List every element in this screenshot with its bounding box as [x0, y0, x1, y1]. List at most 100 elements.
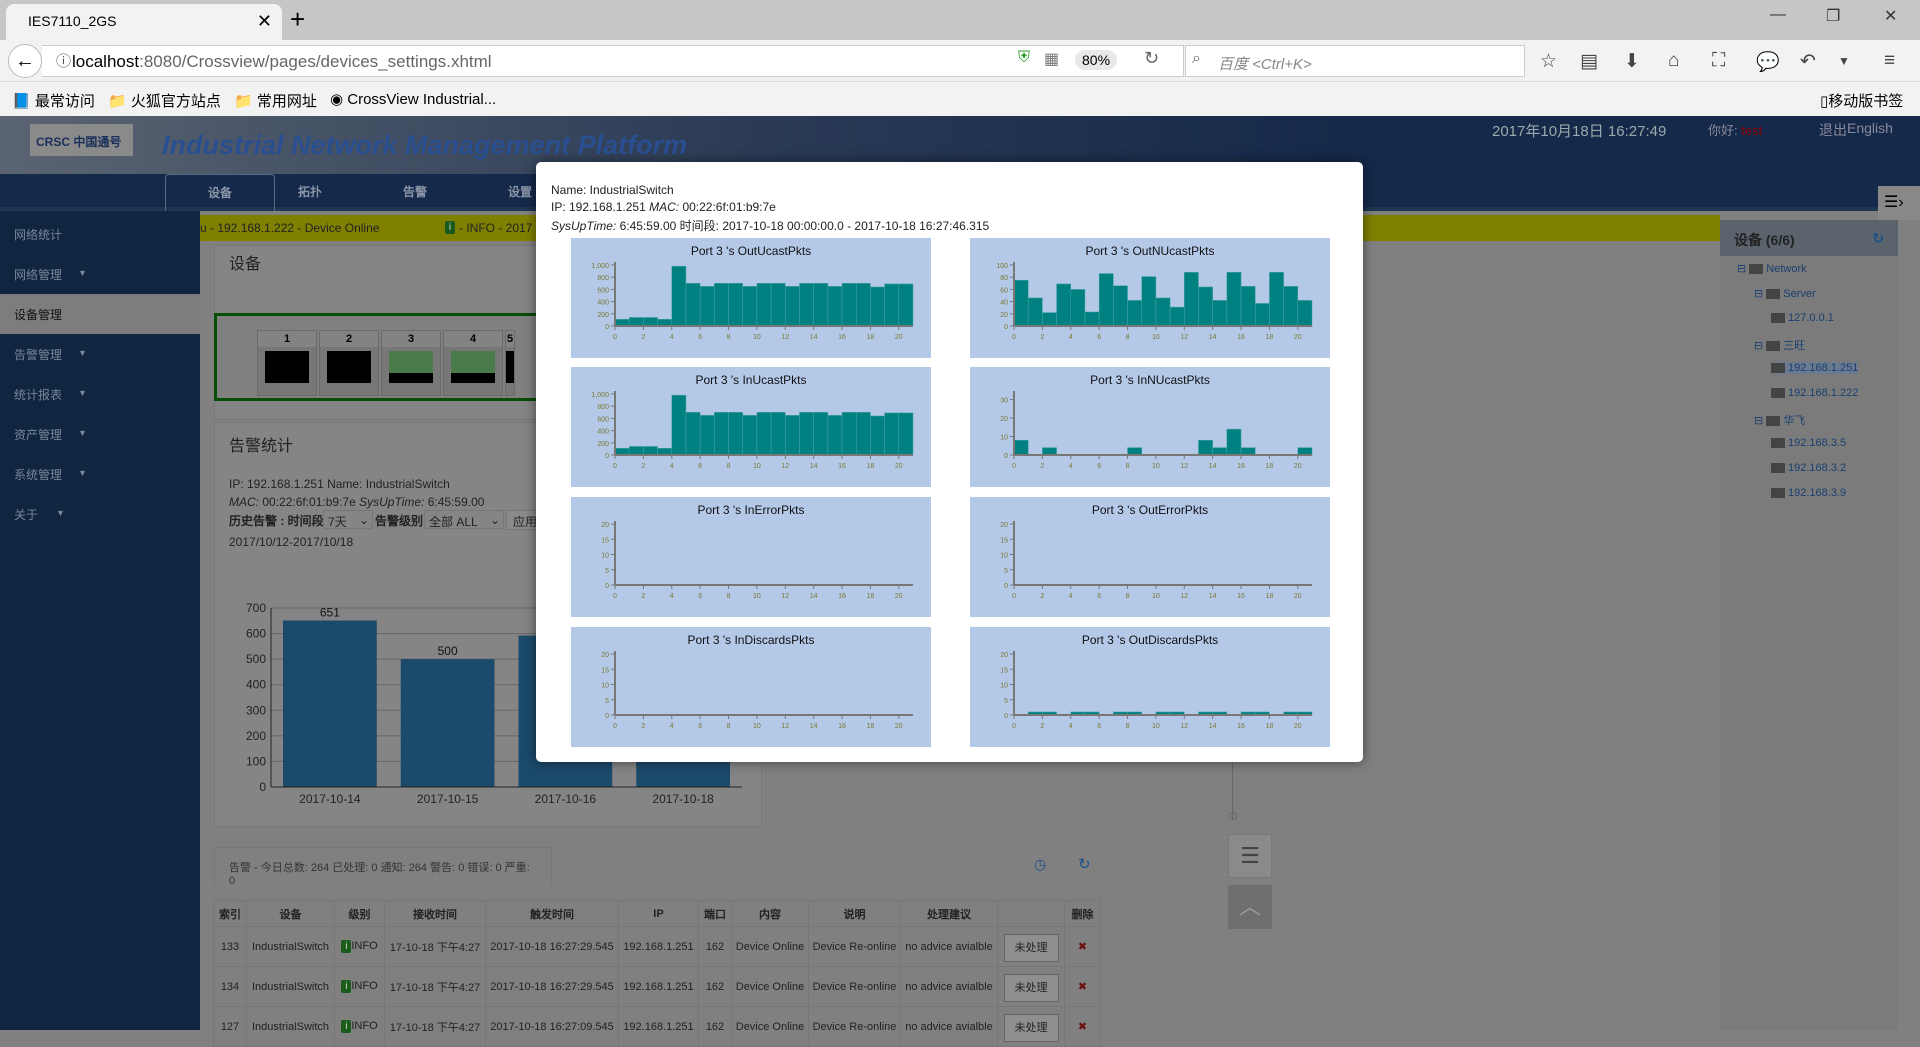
cell-text: Device Online — [735, 980, 805, 993]
menu-icon[interactable]: ≡ — [1884, 50, 1896, 71]
search-input[interactable]: 百度 <Ctrl+K> — [1185, 45, 1525, 77]
clock-icon[interactable]: ◷ — [1034, 856, 1047, 872]
cell-text: Device Re-online — [812, 1020, 897, 1033]
screenshot-icon[interactable]: ⛶ — [1712, 50, 1726, 71]
zoom-level[interactable]: 80% — [1075, 50, 1118, 70]
bar — [685, 412, 701, 456]
sidebar-item[interactable]: 关于 ▼ — [0, 494, 200, 534]
port-2[interactable]: 2 — [319, 330, 379, 396]
bar — [1070, 289, 1086, 327]
logout-link[interactable]: 退出 — [1819, 122, 1847, 138]
sidebar-item[interactable]: 网络统计 — [0, 214, 200, 254]
nav-devices[interactable]: 设备 — [165, 174, 275, 211]
port-number: 5 — [506, 331, 514, 347]
dropdown-icon[interactable]: ▼ — [1838, 54, 1850, 68]
sidebar: 网络统计 网络管理 ▼ 设备管理 告警管理 ▼ 统计报表 ▼ 资产管理 ▼ 系统管理 ▼ 关于 ▼ — [0, 211, 200, 1030]
bookmark-label: 最常访问 — [34, 93, 95, 110]
port-3[interactable]: 3 — [381, 330, 441, 396]
refresh-icon[interactable]: ↻ — [1872, 230, 1884, 246]
tree-node[interactable]: 192.168.3.9 — [1771, 487, 1846, 499]
sidebar-item[interactable]: 设备管理 — [0, 294, 200, 334]
close-tab-icon[interactable]: ✕ — [256, 11, 272, 31]
chart-title: Port 3 's InNUcastPkts — [1090, 373, 1210, 387]
port-5[interactable]: 5 — [505, 330, 515, 396]
nav-alarms[interactable]: 告警 — [402, 185, 427, 199]
tree-node[interactable]: 192.168.3.5 — [1771, 437, 1846, 449]
delete-icon[interactable]: ✖ — [1077, 981, 1088, 993]
list-icon[interactable]: ☰ — [1228, 834, 1272, 878]
tree-node[interactable]: 192.168.1.222 — [1771, 387, 1858, 399]
panel-toggle-icon[interactable]: ☰› — [1878, 186, 1920, 220]
tree-node[interactable]: ⊟ 华飞 — [1754, 412, 1805, 428]
mobile-bookmarks[interactable]: ▯移动版书签 — [1820, 93, 1904, 110]
history-label: 历史告警 : 时间段 — [229, 514, 324, 528]
x-tick-label: 0 — [1012, 593, 1016, 600]
bookmark-most-visited[interactable]: 📘 最常访问 — [12, 93, 95, 110]
delete-icon[interactable]: ✖ — [1077, 941, 1088, 953]
app-title: Industrial Network Management Platform — [162, 130, 688, 160]
refresh-icon[interactable]: ↻ — [1078, 856, 1091, 873]
unprocessed-button[interactable]: 未处理 — [1003, 973, 1059, 1002]
tree-node[interactable]: 127.0.0.1 — [1771, 312, 1834, 324]
nav-topology[interactable]: 拓扑 — [297, 185, 322, 199]
bar — [841, 283, 857, 327]
sidebar-item-label: 告警管理 — [14, 348, 63, 362]
tree-node[interactable]: ⊟ 三旺 — [1754, 337, 1805, 353]
tree-node-label: 192.168.1.222 — [1788, 387, 1859, 399]
column-header — [997, 900, 1065, 927]
language-link[interactable]: English — [1847, 120, 1893, 136]
ticker-text: u - 192.168.1.222 - Device Online — [200, 221, 380, 235]
chat-icon[interactable]: 💬 — [1756, 52, 1780, 73]
nav-settings[interactable]: 设置 — [507, 185, 532, 199]
tree-node[interactable]: ⊟ Server — [1754, 287, 1816, 300]
shield-icon[interactable]: ⛨ — [1018, 49, 1031, 66]
reload-icon[interactable]: ↻ — [1144, 48, 1160, 68]
info-icon[interactable]: ⓘ — [56, 53, 72, 70]
close-window-icon[interactable]: ✕ — [1884, 8, 1898, 25]
star-icon[interactable]: ☆ — [1540, 51, 1558, 72]
collapse-icon[interactable]: ⊟ — [1754, 288, 1767, 300]
y-tick-label: 15 — [1000, 537, 1008, 544]
collapse-icon[interactable]: ⊟ — [1754, 415, 1767, 427]
undo-icon[interactable]: ↶ — [1800, 51, 1816, 72]
period-select[interactable]: 7天 ⌄ — [323, 510, 373, 529]
sidebar-item[interactable]: 系统管理 ▼ — [0, 454, 200, 494]
scroll-top-icon[interactable]: ︿ — [1228, 885, 1272, 929]
x-tick-label: 12 — [781, 593, 789, 600]
qr-code-icon[interactable]: ▦ — [1044, 51, 1060, 68]
tree-node[interactable]: 192.168.1.251 — [1771, 362, 1859, 374]
device-panel-title: 设备 — [229, 256, 262, 273]
reading-list-icon[interactable]: ▤ — [1580, 51, 1598, 72]
y-tick-label: 15 — [601, 537, 609, 544]
bar — [1226, 272, 1242, 327]
back-icon[interactable]: ← — [8, 44, 42, 78]
home-icon[interactable]: ⌂ — [1668, 50, 1680, 71]
restore-icon[interactable]: ❐ — [1826, 8, 1841, 25]
port-4[interactable]: 4 — [443, 330, 503, 396]
new-tab-icon[interactable]: + — [290, 4, 306, 34]
bar — [813, 412, 829, 456]
collapse-icon[interactable]: ⊟ — [1754, 340, 1767, 352]
download-icon[interactable]: ⬇ — [1624, 51, 1640, 72]
sidebar-item[interactable]: 网络管理 ▼ — [0, 254, 200, 294]
sidebar-item[interactable]: 资产管理 ▼ — [0, 414, 200, 454]
bookmark-crossview[interactable]: ◉ CrossView Industrial... — [330, 91, 497, 108]
unprocessed-button[interactable]: 未处理 — [1003, 933, 1059, 962]
collapse-icon[interactable]: ⊟ — [1737, 263, 1750, 275]
delete-icon[interactable]: ✖ — [1077, 1021, 1088, 1033]
tree-node[interactable]: 192.168.3.2 — [1771, 462, 1846, 474]
table-cell: 192.168.1.251 — [618, 926, 699, 967]
browser-tab[interactable]: IES7110_2GS ✕ — [6, 4, 282, 40]
sidebar-item[interactable]: 告警管理 ▼ — [0, 334, 200, 374]
unprocessed-button[interactable]: 未处理 — [1003, 1013, 1059, 1042]
port-1[interactable]: 1 — [257, 330, 317, 396]
level-select[interactable]: 全部 ALL ⌄ — [424, 510, 504, 529]
bookmark-firefox[interactable]: 📁 火狐官方站点 — [108, 93, 221, 110]
url-bar[interactable]: localhost:8080/Crossview/pages/devices_s… — [42, 45, 1184, 77]
x-tick-label: 4 — [1069, 463, 1073, 470]
device-tree-header: 设备 (6/6) ↻ — [1720, 220, 1898, 256]
sidebar-item[interactable]: 统计报表 ▼ — [0, 374, 200, 414]
tree-node[interactable]: ⊟ Network — [1737, 262, 1807, 275]
bookmark-common[interactable]: 📁 常用网址 — [234, 93, 317, 110]
minimize-icon[interactable]: — — [1770, 6, 1786, 23]
